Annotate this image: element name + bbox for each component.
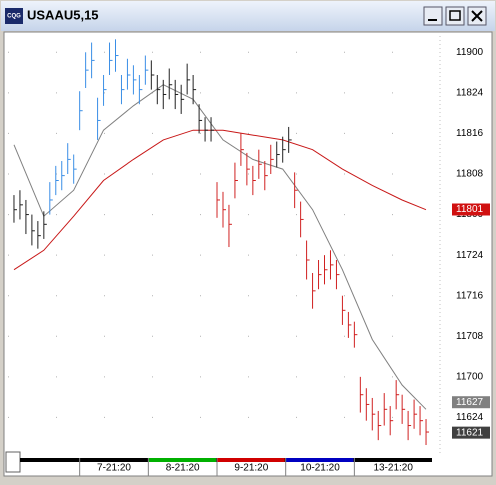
app-icon [5, 8, 23, 24]
price-marker-label: 11621 [456, 427, 484, 438]
price-marker [452, 426, 490, 439]
scroll-box[interactable] [5, 451, 21, 473]
price-marker [452, 396, 490, 409]
close-icon [471, 10, 483, 22]
y-tick-label: 11808 [456, 169, 484, 180]
y-tick-label: 11824 [456, 87, 484, 98]
y-tick-label: 11624 [456, 412, 484, 423]
x-tick-segment [79, 458, 148, 462]
y-tick-label: 11724 [456, 250, 484, 261]
x-tick-label: 9-21:20 [234, 463, 268, 474]
y-tick-label: 11708 [456, 331, 484, 342]
icon-text: CQG [7, 14, 21, 20]
x-tick-segment [285, 458, 354, 462]
x-tick-label: 13-21:20 [373, 463, 413, 474]
window-buttons[interactable] [423, 6, 487, 26]
x-tick-label: 10-21:20 [300, 463, 340, 474]
window-title: USAAU5,15 [27, 7, 99, 22]
title-bar [1, 1, 495, 31]
y-tick-label: 11700 [456, 371, 484, 382]
minimize-button[interactable] [423, 6, 443, 26]
price-marker-label: 11627 [456, 397, 484, 408]
price-marker [452, 203, 490, 216]
maximize-button[interactable] [445, 6, 465, 26]
x-tick-segment [148, 458, 217, 462]
x-tick-label: 8-21:20 [166, 463, 200, 474]
moving-average [13, 129, 427, 271]
x-tick-segment [354, 458, 431, 462]
y-tick-label: 11900 [456, 47, 484, 58]
x-tick-label: 7-21:20 [97, 463, 131, 474]
plot-background [3, 31, 493, 477]
x-tick-segment [217, 458, 285, 462]
y-tick-label: 11716 [456, 290, 484, 301]
price-marker-label: 11801 [456, 204, 484, 215]
maximize-icon [449, 10, 461, 21]
moving-average [13, 84, 427, 410]
y-tick-label: 11816 [456, 128, 484, 139]
